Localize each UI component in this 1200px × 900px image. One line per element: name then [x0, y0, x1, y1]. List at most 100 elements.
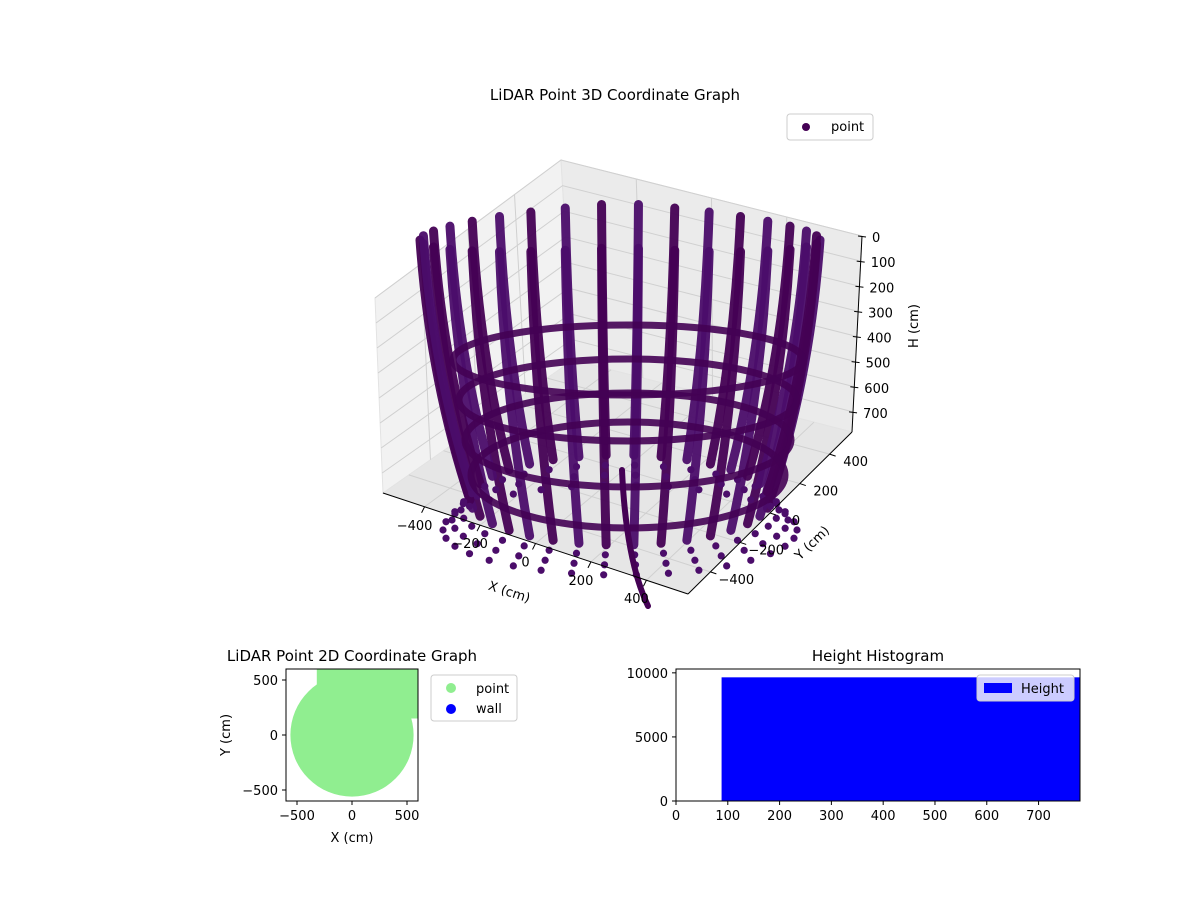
- point-dot: [485, 556, 493, 564]
- z-tick-mark: [856, 260, 865, 263]
- x-tick-mark: [587, 561, 592, 569]
- chart-3d: LiDAR Point 3D Coordinate Graph −400 −200…: [374, 86, 922, 609]
- x-tick-label: −200: [452, 537, 488, 552]
- point-cloud: [290, 669, 418, 797]
- point-dot: [772, 498, 780, 506]
- point-dot: [793, 526, 801, 534]
- point-dot: [781, 508, 789, 516]
- z-tick-mark: [852, 336, 861, 339]
- point-streak: [597, 199, 611, 460]
- point-dot: [601, 461, 609, 469]
- legend-frame: [786, 113, 874, 141]
- point-dot: [691, 556, 699, 564]
- z-tick-mark: [851, 361, 860, 364]
- x-tick-label: 0: [672, 809, 680, 824]
- point-streak: [619, 467, 651, 609]
- point-dot: [747, 556, 755, 564]
- legend-frame: [976, 674, 1075, 702]
- point-dot: [570, 473, 578, 481]
- chart-hist-ticks: 0 100 200 300 400 500 600 700 0 5000 10000: [627, 667, 1051, 824]
- chart-2d: LiDAR Point 2D Coordinate Graph −500 0 500…: [219, 647, 518, 846]
- point-dot: [509, 562, 517, 570]
- y-tick-label: 0: [792, 514, 800, 529]
- point-dot: [784, 516, 792, 524]
- point-cloud-area: [316, 669, 418, 719]
- point-dot: [537, 566, 545, 574]
- y-tick-mark: [710, 571, 717, 575]
- chart-2d-ticks: −500 0 500 −500 0 500: [242, 674, 419, 824]
- z-tick-mark: [855, 285, 864, 288]
- point-dot: [465, 502, 474, 510]
- z-tick-label: 0: [872, 231, 880, 246]
- point-dot: [764, 522, 772, 530]
- point-dot: [659, 463, 668, 471]
- x-tick-label: 600: [974, 809, 999, 824]
- point-dot: [662, 473, 670, 481]
- y-tick-label: 200: [813, 485, 838, 500]
- point-dot: [468, 490, 476, 498]
- chart-3d-points: [415, 199, 825, 609]
- point-dot: [442, 518, 450, 526]
- x-tick-label: −400: [397, 519, 433, 534]
- point-ring: [455, 355, 801, 445]
- point-dot: [439, 526, 447, 534]
- point-dot: [459, 532, 467, 540]
- chart-hist: Height Histogram 0 100 200 300 400 500 600 7000…: [627, 647, 1081, 824]
- y-tick-mark: [829, 453, 836, 457]
- point-dot: [509, 490, 517, 498]
- point-dot: [572, 463, 581, 471]
- y-tick-label: 500: [253, 674, 278, 689]
- point-dot: [451, 542, 459, 550]
- point-streak: [418, 231, 478, 497]
- point-dot: [601, 551, 609, 559]
- point-dot: [766, 502, 775, 510]
- point-streak: [682, 207, 714, 465]
- point-dot: [448, 516, 456, 524]
- point-dot: [664, 569, 673, 577]
- point-dot: [751, 530, 759, 538]
- point-dot: [600, 471, 609, 479]
- y-tick-label: 5000: [635, 731, 668, 746]
- point-dot: [687, 466, 695, 474]
- point-dot: [773, 532, 781, 540]
- point-dot: [740, 486, 748, 494]
- point-dot: [747, 496, 755, 504]
- y-tick-mark: [799, 483, 806, 487]
- y-axis-ticks: −400 −200 0 200 400: [710, 453, 868, 588]
- point-dot: [600, 571, 608, 579]
- point-dot: [723, 490, 731, 498]
- legend-wall-label: wall: [476, 702, 502, 717]
- point-dot: [537, 486, 545, 494]
- y-tick-mark: [769, 512, 777, 516]
- point-dot: [717, 552, 725, 560]
- point-dot: [790, 518, 798, 526]
- legend-wall-marker: [446, 704, 456, 714]
- z-tick-label: 700: [863, 407, 888, 422]
- z-tick-mark: [848, 411, 858, 414]
- y-tick-label: −400: [719, 573, 755, 588]
- point-dot: [733, 536, 742, 544]
- legend-point-marker: [446, 683, 456, 693]
- y-tick-label: 400: [843, 455, 868, 470]
- y-tick-label: 0: [660, 795, 668, 810]
- z-tick-label: 500: [866, 357, 891, 372]
- x-tick-label: 200: [569, 574, 594, 589]
- x-tick-label: 400: [871, 809, 896, 824]
- x-axis-label: X (cm): [486, 579, 532, 607]
- chart-hist-title: Height Histogram: [812, 647, 944, 665]
- point-streak: [445, 221, 497, 481]
- point-dot: [659, 549, 668, 557]
- point-dot: [465, 550, 474, 558]
- chart-3d-legend: point: [786, 113, 874, 141]
- y-tick-label: −200: [748, 543, 784, 558]
- point-dot: [492, 546, 500, 554]
- x-tick-label: 400: [624, 592, 649, 607]
- x-tick-label: 500: [395, 809, 420, 824]
- x-tick-label: 700: [1026, 809, 1051, 824]
- chart-hist-frame: [675, 668, 1081, 802]
- x-tick-mark: [476, 524, 481, 532]
- grid-line: [514, 194, 526, 394]
- z-axis-line: [851, 235, 863, 433]
- point-dot: [631, 461, 639, 469]
- x-tick-label: 0: [521, 556, 529, 571]
